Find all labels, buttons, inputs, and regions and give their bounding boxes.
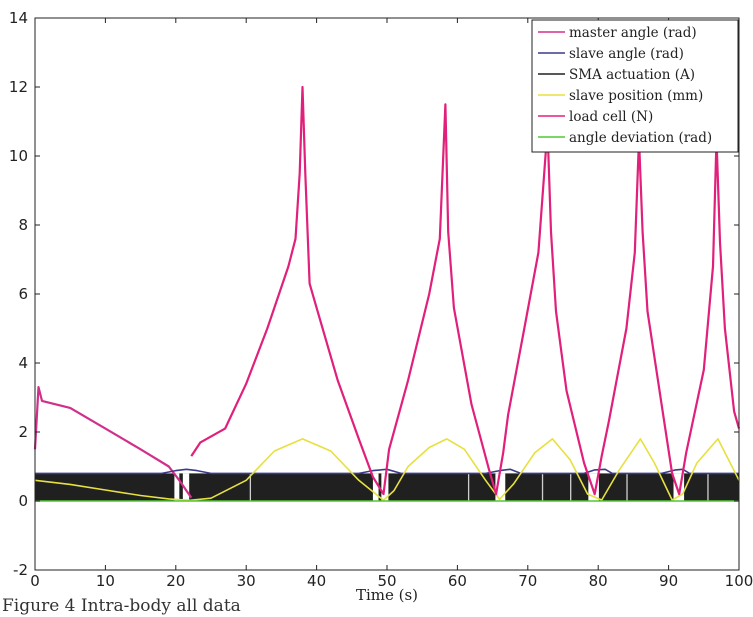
- legend-box: [531, 19, 739, 153]
- legend: master angle (rad) slave angle (rad) SMA a…: [531, 19, 739, 153]
- sma-actuation-gap: [541, 473, 544, 501]
- x-tick-label: 50: [377, 572, 396, 590]
- series-master-angle: [33, 386, 193, 499]
- x-tick-label: 20: [166, 572, 185, 590]
- sma-actuation-gap: [626, 473, 628, 501]
- y-tick-label: 2: [18, 423, 28, 441]
- sma-actuation-gap: [588, 473, 599, 501]
- sma-actuation-gap: [673, 473, 685, 501]
- x-tick-label: 100: [725, 572, 753, 590]
- x-tick-label: 30: [237, 572, 256, 590]
- legend-label-slave-angle: slave angle (rad): [569, 46, 684, 62]
- x-tick-label: 60: [448, 572, 467, 590]
- sma-actuation-gap: [174, 473, 180, 501]
- series-load-cell: [190, 85, 741, 496]
- sma-actuation-gap: [707, 473, 709, 501]
- series-slave-position: [34, 438, 740, 502]
- y-tick-label: 6: [18, 285, 28, 303]
- sma-actuation-gap: [495, 473, 506, 501]
- sma-actuation-gap: [372, 473, 379, 501]
- x-axis-title: Time (s): [356, 586, 418, 604]
- sma-actuation-gap: [249, 473, 252, 501]
- legend-label-master-angle: master angle (rad): [569, 25, 697, 41]
- y-tick-label: -2: [13, 561, 28, 579]
- plot-area: [33, 85, 741, 502]
- x-tick-label: 90: [659, 572, 678, 590]
- x-tick-label: 80: [589, 572, 608, 590]
- y-tick-label: 0: [18, 492, 28, 510]
- legend-label-load-cell: load cell (N): [569, 109, 653, 125]
- y-tick-label: 12: [9, 78, 28, 96]
- legend-label-angle-deviation: angle deviation (rad): [569, 130, 712, 146]
- y-tick-label: 10: [9, 147, 28, 165]
- sma-actuation-gap: [570, 473, 572, 501]
- sma-actuation-gap: [182, 473, 190, 501]
- y-tick-label: 14: [9, 9, 28, 27]
- sma-actuation-gap: [467, 473, 470, 501]
- x-tick-label: 70: [518, 572, 537, 590]
- figure-caption: Figure 4 Intra-body all data: [2, 596, 241, 616]
- x-tick-label: 40: [307, 572, 326, 590]
- y-tick-label: 4: [18, 354, 28, 372]
- x-tick-label: 0: [30, 572, 40, 590]
- x-tick-label: 10: [96, 572, 115, 590]
- y-tick-label: 8: [18, 216, 28, 234]
- legend-label-slave-position: slave position (mm): [569, 88, 703, 104]
- legend-label-sma-actuation: SMA actuation (A): [569, 67, 695, 83]
